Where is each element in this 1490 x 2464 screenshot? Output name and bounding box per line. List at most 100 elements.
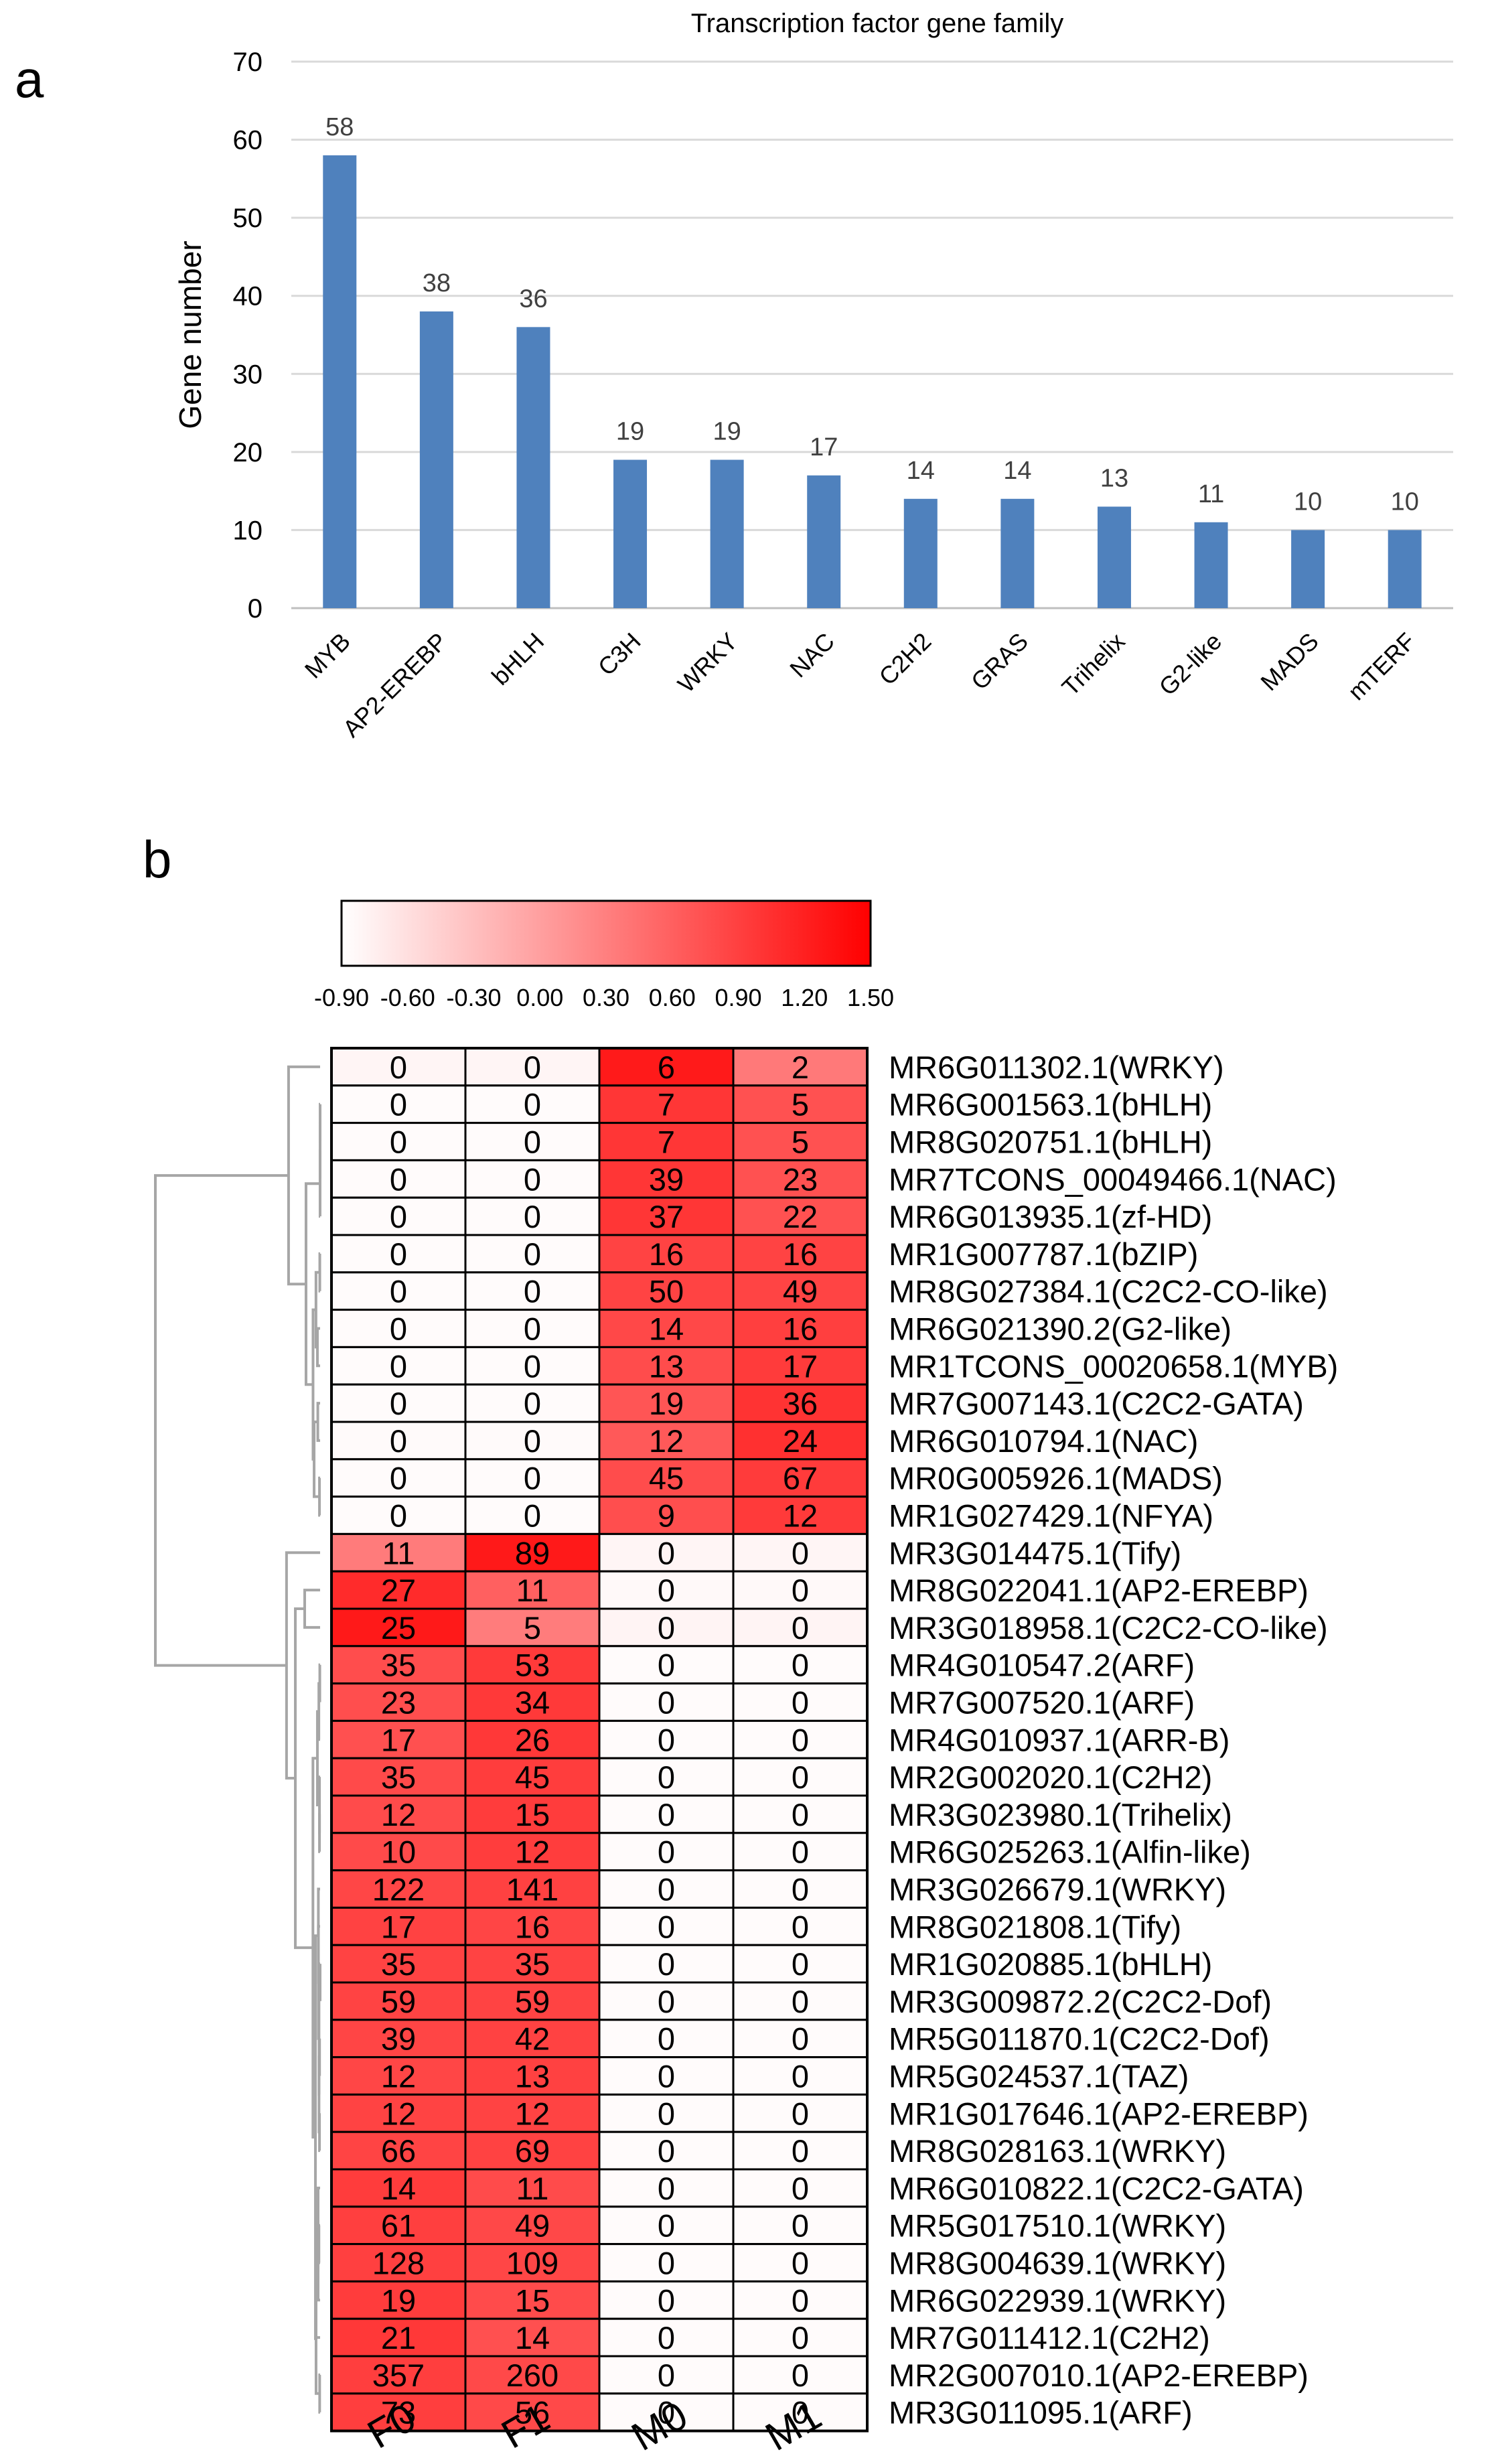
color-scale-tick: -0.60 <box>380 984 435 1011</box>
bar <box>613 459 648 608</box>
heatmap-row-label: MR3G023980.1(Trihelix) <box>889 1797 1232 1832</box>
heatmap-cell <box>330 1869 467 1909</box>
heatmap-cell <box>598 1458 735 1498</box>
heatmap-cell <box>464 1719 601 1759</box>
heatmap-row-label: MR6G025263.1(Alfin-like) <box>889 1834 1251 1870</box>
heatmap-cell-value: 0 <box>658 1648 675 1683</box>
bar-y-tick-labels: 0 10 20 30 40 50 60 70 <box>233 48 263 624</box>
heatmap-cell-value: 0 <box>792 2358 809 2393</box>
heatmap-cell-value: 0 <box>792 1610 809 1646</box>
heatmap-cell <box>598 2019 735 2059</box>
dendrogram-branch <box>317 1682 321 1741</box>
heatmap-cell <box>330 1159 467 1199</box>
dendrogram-branch <box>285 1551 320 1780</box>
heatmap-cell-value: 12 <box>381 1797 416 1832</box>
heatmap-cell <box>598 1645 735 1685</box>
x-tick-label: WRKY <box>672 628 743 698</box>
heatmap-cell-value: 0 <box>658 2282 675 2318</box>
heatmap-cell <box>732 1159 869 1199</box>
bar-data-labels: 58 38 36 19 19 17 14 14 13 11 10 10 <box>325 113 1419 516</box>
heatmap-cell <box>464 1234 601 1274</box>
heatmap-cell-value: 0 <box>390 1236 407 1272</box>
heatmap-cell-value: 0 <box>792 2021 809 2057</box>
heatmap-cell-value: 0 <box>658 2208 675 2244</box>
heatmap-cell-value: 0 <box>792 1535 809 1571</box>
heatmap-cell-value: 21 <box>381 2320 416 2356</box>
bar-value-label: 10 <box>1294 488 1322 516</box>
heatmap-cell-value: 0 <box>658 1535 675 1571</box>
heatmap-cell-value: 0 <box>792 1722 809 1757</box>
heatmap-cell-value: 0 <box>792 1909 809 1944</box>
heatmap-cell-value: 67 <box>783 1461 818 1496</box>
heatmap-cell-value: 0 <box>524 1311 541 1347</box>
color-scale-tick: 0.30 <box>583 984 629 1011</box>
heatmap-cell-value: 14 <box>649 1311 684 1347</box>
heatmap-cell-value: 0 <box>658 2358 675 2393</box>
y-tick-label: 20 <box>233 438 263 467</box>
heatmap-cell-value: 24 <box>783 1423 818 1459</box>
heatmap-cell-value: 0 <box>524 1087 541 1122</box>
heatmap-cell-value: 59 <box>515 1984 550 2019</box>
heatmap-cell-value: 0 <box>658 2246 675 2281</box>
heatmap-cell-value: 17 <box>783 1348 818 1384</box>
heatmap-cell-value: 0 <box>524 1049 541 1085</box>
bar <box>1194 522 1228 608</box>
heatmap-cell-value: 0 <box>658 2021 675 2057</box>
heatmap-cell-value: 0 <box>524 1461 541 1496</box>
heatmap-cell-value: 0 <box>524 1236 541 1272</box>
heatmap-cell <box>732 1421 869 1461</box>
heatmap-row-label: MR0G005926.1(MADS) <box>889 1461 1223 1496</box>
dendrogram-branch <box>318 2373 321 2414</box>
heatmap-cell-value: 12 <box>381 2059 416 2094</box>
heatmap-cell <box>464 2168 601 2208</box>
color-scale-bar <box>340 899 872 967</box>
heatmap-row-label: MR8G027384.1(C2C2-CO-like) <box>889 1274 1328 1309</box>
x-tick-label: AP2-EREBP <box>338 628 453 743</box>
dendrogram-branch <box>316 1402 320 1442</box>
heatmap-cell-value: 56 <box>515 2395 550 2431</box>
heatmap-cell-value: 0 <box>658 1573 675 1608</box>
x-tick-label: mTERF <box>1343 628 1421 706</box>
heatmap-cell <box>464 1682 601 1722</box>
heatmap-cell-value: 39 <box>381 2021 416 2057</box>
heatmap-cell <box>598 1421 735 1461</box>
heatmap-cell <box>330 2243 467 2282</box>
heatmap-cell-value: 0 <box>390 1049 407 1085</box>
bar-value-label: 11 <box>1198 480 1224 508</box>
heatmap-cell <box>732 1570 869 1610</box>
heatmap-cell-value: 19 <box>649 1386 684 1421</box>
heatmap-row-label: MR8G022041.1(AP2-EREBP) <box>889 1573 1309 1608</box>
heatmap-cell-value: 49 <box>783 1274 818 1309</box>
bar <box>323 155 357 608</box>
heatmap-cell-value: 0 <box>390 1348 407 1384</box>
heatmap-cell-value: 0 <box>658 2059 675 2094</box>
heatmap-cell-value: 0 <box>524 1498 541 1534</box>
heatmap-row-label: MR8G020751.1(bHLH) <box>889 1125 1212 1160</box>
x-tick-label: C3H <box>593 628 646 681</box>
heatmap-row-label: MR7G011412.1(C2H2) <box>889 2320 1210 2356</box>
heatmap-cell-value: 17 <box>381 1909 416 1944</box>
heatmap-cell-value: 39 <box>649 1161 684 1197</box>
heatmap-cell <box>330 1944 467 1984</box>
heatmap-cell-value: 34 <box>515 1685 550 1721</box>
heatmap-cell-value: 0 <box>524 1161 541 1197</box>
heatmap-cell-value: 0 <box>658 1872 675 1907</box>
heatmap-cell-value: 10 <box>381 1834 416 1870</box>
x-tick-label: C2H2 <box>873 628 936 691</box>
heatmap-cell <box>732 2243 869 2282</box>
heatmap-row-label: MR3G009872.2(C2C2-Dof) <box>889 1984 1272 2019</box>
heatmap-cell <box>732 2317 869 2358</box>
bar-value-label: 38 <box>423 269 451 297</box>
color-scale-tick-labels: -0.90 -0.60 -0.30 0.00 0.30 0.60 0.90 1.20 1.50 <box>314 984 894 1011</box>
heatmap-cell <box>598 1084 735 1125</box>
heatmap-cell <box>464 2205 601 2246</box>
heatmap-row-labels: MR6G011302.1(WRKY)MR6G001563.1(bHLH)MR8G… <box>889 1049 1338 2431</box>
heatmap-cell-value: 35 <box>515 1946 550 1982</box>
heatmap-cell-value: 23 <box>783 1161 818 1197</box>
bar-chart-title: Transcription factor gene family <box>691 9 1064 38</box>
dendrogram-branch <box>311 1757 317 2139</box>
heatmap-cell-value: 5 <box>792 1125 809 1160</box>
heatmap-cell-value: 0 <box>658 1722 675 1757</box>
heatmap-cell-value: 0 <box>792 1946 809 1982</box>
